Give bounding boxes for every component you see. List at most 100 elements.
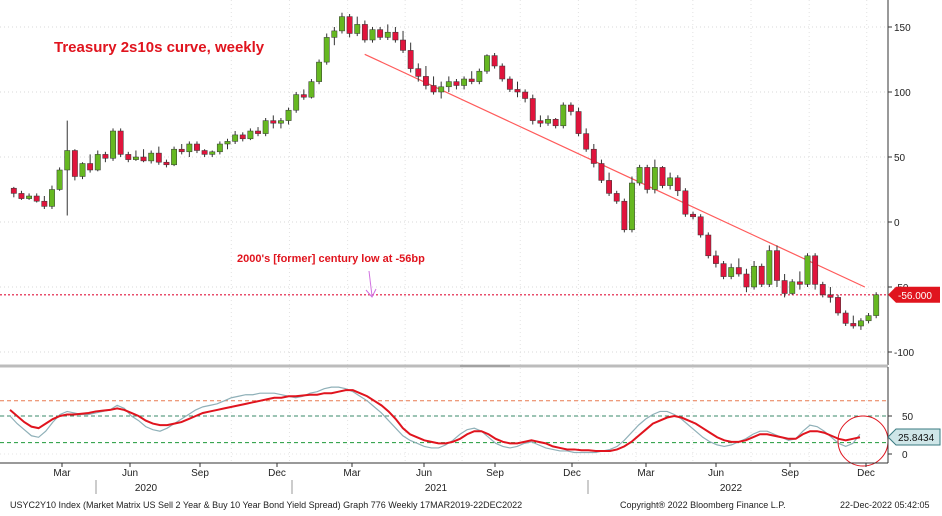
candle xyxy=(209,150,216,157)
candle xyxy=(568,102,574,116)
candle xyxy=(690,211,696,220)
chart-canvas: Treasury 2s10s curve, weekly 2000's [for… xyxy=(0,0,941,494)
candle xyxy=(201,149,208,157)
candle xyxy=(148,150,155,164)
candle xyxy=(514,81,521,98)
price-tag: -56.000 xyxy=(888,286,940,303)
candle-body xyxy=(568,104,574,112)
candle xyxy=(377,27,384,40)
footer-timestamp: 22-Dec-2022 05:42:05 xyxy=(840,500,930,510)
candle-body xyxy=(644,167,651,190)
candle xyxy=(18,190,25,200)
candle-body xyxy=(33,195,40,202)
candle xyxy=(87,154,94,173)
candle xyxy=(858,318,864,330)
x-month-label: Jun xyxy=(122,468,138,479)
footer: USYC2Y10 Index (Market Matrix US Sell 2 … xyxy=(0,498,942,516)
oscillator-series xyxy=(9,386,861,454)
candle-body xyxy=(796,281,803,285)
y-tick-label: 0 xyxy=(894,218,900,229)
candle-body xyxy=(377,29,384,38)
candle-body xyxy=(674,177,681,192)
candle-body xyxy=(819,284,826,296)
candle-body xyxy=(842,312,849,324)
candle xyxy=(606,172,613,196)
candle-body xyxy=(491,55,498,67)
trendline-segment xyxy=(364,53,866,288)
x-month-label: Mar xyxy=(637,468,655,479)
x-month-label: Dec xyxy=(857,468,875,479)
candle-body xyxy=(453,81,460,86)
candle-body xyxy=(667,177,674,186)
x-month-label: Sep xyxy=(781,468,799,479)
candle xyxy=(484,54,490,74)
candle xyxy=(392,27,399,43)
candle xyxy=(400,30,406,53)
candle-body xyxy=(743,273,750,288)
candle xyxy=(804,253,811,287)
candle xyxy=(835,294,841,316)
candle xyxy=(247,128,254,141)
candle xyxy=(667,172,674,190)
candle xyxy=(720,261,727,280)
candle-body xyxy=(789,281,796,294)
candle xyxy=(323,33,330,65)
candle xyxy=(476,68,483,85)
candle-body xyxy=(216,143,223,153)
candle xyxy=(796,271,803,290)
candle-body xyxy=(41,200,48,207)
candle xyxy=(125,151,132,163)
candle xyxy=(766,245,773,287)
candle xyxy=(453,79,460,90)
footer-copyright: Copyright® 2022 Bloomberg Finance L.P. xyxy=(620,500,786,510)
candle xyxy=(346,14,353,38)
candle xyxy=(728,263,735,280)
candle-body xyxy=(713,255,719,264)
candle xyxy=(262,118,269,137)
oscillator-value-label: 25.8434 xyxy=(898,433,935,444)
candle-body xyxy=(804,255,811,285)
candle-body xyxy=(537,120,544,124)
candle xyxy=(583,128,590,152)
candle-body xyxy=(583,133,590,150)
candle-body xyxy=(125,154,132,160)
candle xyxy=(49,185,55,209)
candle xyxy=(682,188,689,217)
candle xyxy=(186,141,193,157)
candle xyxy=(102,151,109,163)
candle xyxy=(423,66,429,90)
candle-body xyxy=(751,265,758,288)
candle-body xyxy=(331,30,338,38)
candle xyxy=(545,115,551,126)
candle xyxy=(64,120,71,216)
candlestick-series xyxy=(10,12,880,330)
candle-body xyxy=(423,76,429,86)
candle xyxy=(575,107,582,137)
candle xyxy=(613,190,620,204)
candle-body xyxy=(858,320,864,327)
candle-body xyxy=(552,119,559,127)
oscillator-value-tag: 25.8434 xyxy=(887,428,941,446)
candle-body xyxy=(293,94,300,111)
price-tag-label: -56.000 xyxy=(898,291,932,302)
candle xyxy=(651,159,658,194)
x-month-label: Mar xyxy=(343,468,361,479)
oscillator-grid xyxy=(0,415,888,455)
candle-body xyxy=(171,148,178,166)
oscillator-line xyxy=(9,386,861,454)
candle-body xyxy=(285,109,292,121)
candle xyxy=(79,162,86,180)
x-month-label: Dec xyxy=(268,468,286,479)
candle-body xyxy=(247,130,254,140)
candle-body xyxy=(186,143,193,153)
candle xyxy=(774,245,780,287)
candle-body xyxy=(201,150,208,155)
candle xyxy=(415,63,422,82)
candle xyxy=(308,79,315,99)
candle-body xyxy=(140,156,147,162)
candle xyxy=(110,128,116,161)
candle xyxy=(354,16,361,37)
candle xyxy=(743,268,750,293)
candle-body xyxy=(774,250,780,281)
